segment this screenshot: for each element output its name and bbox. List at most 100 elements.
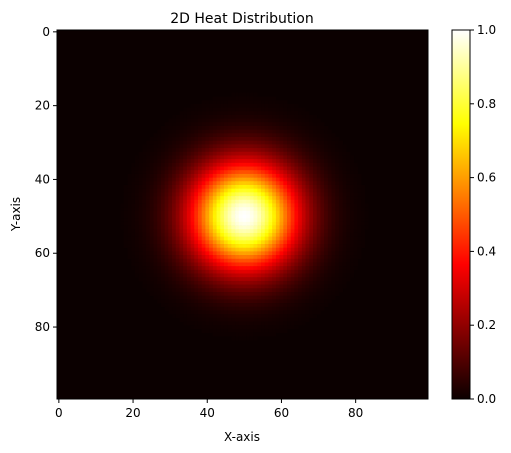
heat-cell [294, 118, 299, 123]
heat-cell [160, 125, 165, 130]
heat-cell [205, 310, 210, 315]
heat-cell [168, 229, 173, 234]
heat-cell [175, 122, 180, 127]
heat-cell [253, 196, 258, 201]
heat-cell [335, 262, 340, 267]
heat-cell [298, 133, 303, 138]
heat-cell [316, 284, 321, 289]
heat-cell [279, 107, 284, 112]
heat-cell [275, 321, 280, 326]
heat-cell [320, 192, 325, 197]
heat-cell [335, 214, 340, 219]
heat-cell [231, 100, 236, 105]
heat-cell [294, 236, 299, 241]
heat-cell [120, 218, 125, 223]
heat-cell [160, 144, 165, 149]
heat-cell [175, 221, 180, 226]
heat-cell [201, 188, 206, 193]
heat-cell [138, 269, 143, 274]
heat-cell [127, 177, 132, 182]
heat-cell [190, 199, 195, 204]
heat-cell [197, 210, 203, 215]
heat-cell [275, 125, 280, 130]
heat-cell [290, 317, 295, 322]
heat-cell [249, 210, 254, 215]
heat-cell [320, 199, 325, 204]
heat-cell [227, 314, 232, 319]
heat-cell [220, 125, 225, 130]
heat-cell [164, 214, 169, 219]
heat-cell [238, 114, 243, 119]
heat-cell [309, 295, 314, 300]
heat-cell [283, 140, 288, 145]
heat-cell [157, 151, 162, 156]
heat-cell [227, 192, 232, 197]
heat-cell [235, 310, 240, 315]
heat-cell [320, 229, 325, 234]
heat-cell [238, 244, 243, 249]
heat-cell [164, 244, 169, 249]
heat-cell [327, 140, 332, 145]
heat-cell [264, 107, 269, 112]
heat-cell [212, 277, 217, 282]
heat-cell [235, 240, 240, 245]
heat-cell [279, 288, 284, 293]
heat-cell [253, 118, 258, 123]
heat-cell [346, 225, 351, 230]
heat-cell [153, 210, 158, 215]
heat-cell [175, 133, 180, 138]
heat-cell [212, 129, 217, 134]
heat-cell [127, 196, 132, 201]
heat-cell [261, 96, 266, 101]
heat-cell [157, 299, 162, 304]
heat-cell [197, 277, 203, 282]
heat-cell [138, 218, 143, 223]
heat-cell [227, 269, 232, 274]
heat-cell [316, 277, 321, 282]
heat-cell [331, 170, 336, 175]
heat-cell [261, 137, 266, 142]
heat-cell [338, 210, 344, 215]
heat-cell [268, 159, 273, 164]
heat-cell [172, 133, 177, 138]
heat-cell [153, 196, 158, 201]
heat-cell [346, 151, 351, 156]
heat-cell [257, 218, 262, 223]
heat-cell [253, 173, 258, 178]
heat-cell [227, 288, 232, 293]
heat-cell [172, 214, 177, 219]
heat-cell [220, 148, 225, 153]
heat-cell [194, 137, 199, 142]
heat-cell [164, 207, 169, 212]
heat-cell [160, 218, 165, 223]
heat-cell [361, 207, 366, 212]
heat-cell [209, 151, 214, 156]
heat-cell [172, 247, 177, 252]
y-tick-label: 60 [35, 246, 50, 260]
heat-cell [212, 173, 217, 178]
heat-cell [305, 247, 310, 252]
heat-cell [227, 114, 232, 119]
heat-cell [268, 251, 273, 256]
heat-cell [324, 221, 329, 226]
heat-cell [342, 251, 347, 256]
heat-cell [290, 240, 295, 245]
heat-cell [231, 336, 236, 341]
heat-cell [320, 221, 325, 226]
heat-cell [231, 114, 236, 119]
heat-cell [246, 196, 251, 201]
heat-cell [138, 255, 143, 260]
heat-cell [261, 218, 266, 223]
heat-cell [168, 137, 173, 142]
heat-cell [238, 232, 243, 237]
heat-cell [253, 151, 258, 156]
heat-cell [205, 229, 210, 234]
heat-cell [287, 321, 292, 326]
heat-cell [238, 336, 243, 341]
heat-cell [331, 166, 336, 171]
heat-cell [283, 232, 288, 237]
heat-cell [235, 196, 240, 201]
heat-cell [305, 170, 310, 175]
heat-cell [350, 266, 355, 271]
heat-cell [257, 96, 262, 101]
